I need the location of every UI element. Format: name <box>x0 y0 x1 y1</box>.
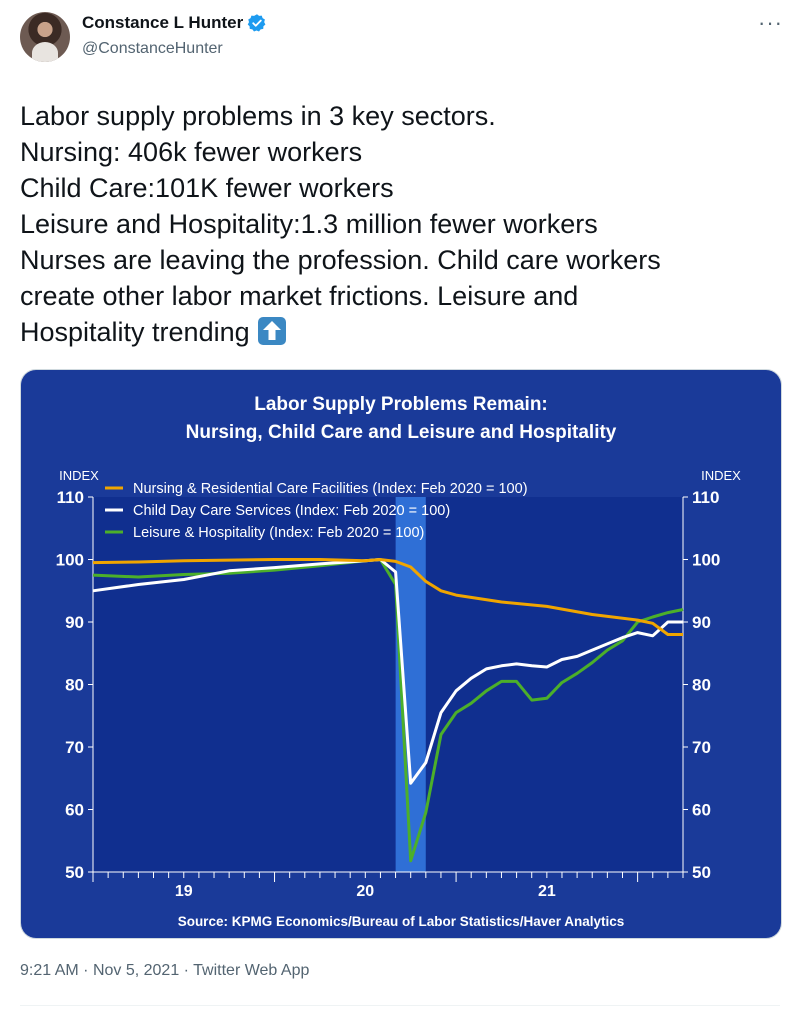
y-tick-label-right: 60 <box>692 801 711 820</box>
avatar-figure <box>32 42 58 62</box>
legend-label: Nursing & Residential Care Facilities (I… <box>133 481 528 497</box>
chart-image[interactable]: Labor Supply Problems Remain: Nursing, C… <box>20 369 782 939</box>
childcare-series-line <box>92 558 683 785</box>
chart-source: Source: KPMG Economics/Bureau of Labor S… <box>178 914 625 929</box>
y-tick-label-left: 60 <box>65 801 84 820</box>
y-tick-label-right: 110 <box>692 488 719 507</box>
up-arrow-icon <box>258 317 287 345</box>
tweet-text: Labor supply problems in 3 key sectors. … <box>20 98 790 350</box>
tweet-date[interactable]: Nov 5, 2021 <box>92 962 180 979</box>
y-tick-label-left: 80 <box>65 676 84 695</box>
y-tick-label-left: 100 <box>56 551 84 570</box>
x-tick-label: 21 <box>538 883 556 900</box>
x-tick-label: 19 <box>175 883 193 900</box>
meta-separator: · <box>83 962 93 979</box>
author-handle[interactable]: @ConstanceHunter <box>82 40 223 57</box>
y-axis-label-right: INDEX <box>701 468 741 483</box>
chart-subtitle: Nursing, Child Care and Leisure and Hosp… <box>186 422 617 443</box>
x-tick-label: 20 <box>356 883 374 900</box>
tweet-client[interactable]: Twitter Web App <box>193 962 310 979</box>
author-name[interactable]: Constance L Hunter <box>82 13 244 32</box>
tweet-line: Leisure and Hospitality:1.3 million fewe… <box>20 209 598 239</box>
tweet-line: Hospitality trending <box>20 317 250 347</box>
leisure-series-line <box>92 558 684 863</box>
y-tick-label-left: 90 <box>65 613 84 632</box>
chart-legend: Nursing & Residential Care Facilities (I… <box>105 481 528 541</box>
tweet-line: create other labor market frictions. Lei… <box>20 281 579 311</box>
y-tick-label-left: 50 <box>65 863 84 882</box>
y-tick-label-right: 100 <box>692 551 720 570</box>
chart-title: Labor Supply Problems Remain: <box>254 394 548 415</box>
y-tick-label-right: 70 <box>692 738 711 757</box>
tweet-meta: 9:21 AM · Nov 5, 2021 · Twitter Web App <box>20 962 309 980</box>
legend-label: Child Day Care Services (Index: Feb 2020… <box>133 503 450 519</box>
tweet-line: Nurses are leaving the profession. Child… <box>20 245 661 275</box>
author-avatar[interactable] <box>20 12 70 62</box>
y-tick-label-right: 90 <box>692 613 711 632</box>
divider <box>20 1005 780 1006</box>
tweet-time[interactable]: 9:21 AM <box>20 962 79 979</box>
y-axis-label-left: INDEX <box>59 468 99 483</box>
plot-area: 50 50 60 60 70 70 80 80 90 90 100 100 110 110 19 20 21 <box>56 488 721 900</box>
more-options-icon[interactable]: ··· <box>758 10 783 35</box>
verified-badge-icon <box>247 14 266 32</box>
tweet-line-last: Hospitality trending <box>20 314 790 350</box>
plot-background <box>93 497 683 872</box>
chart-svg: Labor Supply Problems Remain: Nursing, C… <box>21 370 781 938</box>
y-tick-label-right: 50 <box>692 863 711 882</box>
y-tick-label-right: 80 <box>692 676 711 695</box>
y-tick-label-left: 70 <box>65 738 84 757</box>
tweet-line: Nursing: 406k fewer workers <box>20 137 363 167</box>
author-name-row[interactable]: Constance L Hunter <box>82 13 267 33</box>
legend-label: Leisure & Hospitality (Index: Feb 2020 =… <box>133 525 424 541</box>
meta-separator: · <box>183 962 194 979</box>
tweet-line: Labor supply problems in 3 key sectors. <box>20 101 496 131</box>
tweet-line: Child Care:101K fewer workers <box>20 173 394 203</box>
y-tick-label-left: 110 <box>57 488 84 507</box>
nursing-series-line <box>92 558 683 636</box>
